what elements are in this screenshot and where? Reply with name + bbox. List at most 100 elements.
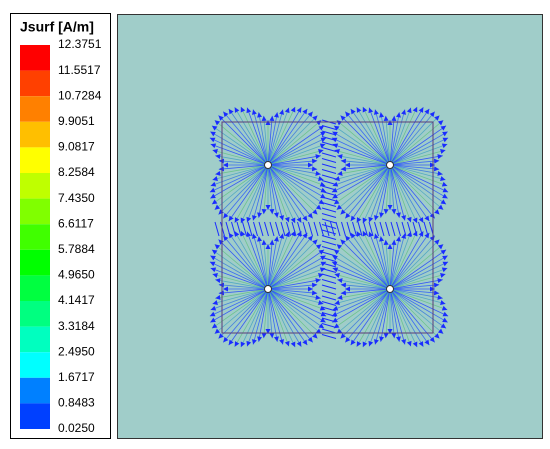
arrow-head: [424, 339, 430, 346]
arrow-head: [311, 166, 318, 172]
field-line: [267, 111, 314, 166]
arrow-head: [290, 230, 296, 237]
field-line: [389, 164, 440, 215]
field-line: [333, 164, 391, 205]
field-line: [321, 284, 337, 290]
field-line: [211, 125, 269, 166]
arrow-head: [437, 328, 444, 334]
field-line: [389, 236, 400, 290]
field-line: [389, 288, 448, 323]
legend-label: 8.2584: [58, 165, 95, 179]
arrow-head: [379, 236, 385, 242]
arrow-head: [333, 199, 340, 205]
field-line: [380, 236, 391, 290]
field-line: [267, 239, 318, 290]
field-line: [267, 288, 318, 294]
field-line: [267, 288, 321, 299]
arrow-head: [442, 187, 449, 193]
field-line: [331, 288, 391, 317]
field-line: [344, 164, 391, 219]
arrow-head: [215, 294, 221, 300]
field-line: [385, 239, 391, 290]
arrow-head: [336, 328, 343, 334]
arrow-head: [228, 215, 234, 222]
arrow-head: [336, 204, 343, 210]
field-line: [389, 255, 448, 290]
arrow-head: [334, 148, 340, 154]
arrow-head: [383, 115, 389, 122]
field-line: [389, 231, 424, 290]
arrow-head: [336, 244, 343, 250]
field-line: [321, 235, 337, 240]
field-line: [389, 149, 446, 166]
field-line: [321, 180, 337, 185]
field-line: [390, 221, 396, 237]
field-line: [321, 174, 337, 180]
arrow-head: [211, 249, 218, 255]
field-line: [321, 185, 337, 191]
field-line: [218, 160, 269, 166]
feed-point: [264, 161, 272, 169]
field-line: [218, 284, 269, 290]
field-line: [321, 317, 337, 323]
arrow-head: [318, 249, 325, 255]
field-line: [267, 288, 308, 346]
field-line: [335, 221, 341, 237]
field-line: [214, 243, 269, 290]
field-line: [337, 155, 391, 166]
field-line: [389, 235, 436, 290]
arrow-head: [387, 244, 393, 249]
field-line: [231, 221, 236, 237]
field-line: [389, 160, 440, 166]
legend-swatch: [20, 326, 50, 353]
field-line: [267, 288, 326, 311]
arrow-head: [315, 204, 322, 210]
field-line: [333, 288, 391, 329]
arrow-head: [296, 217, 302, 223]
field-line: [330, 221, 335, 237]
arrow-head: [418, 107, 424, 113]
arrow-head: [337, 294, 343, 300]
field-line: [389, 164, 406, 221]
field-line: [368, 107, 391, 166]
field-line: [407, 221, 412, 237]
field-line: [218, 239, 269, 290]
arrow-head: [340, 239, 346, 245]
field-line: [389, 155, 443, 166]
arrow-head: [212, 148, 218, 154]
field-line: [389, 108, 430, 166]
arrow-head: [307, 336, 313, 343]
field-line: [412, 221, 418, 237]
field-line: [258, 221, 264, 237]
arrow-head: [223, 111, 229, 118]
field-line: [340, 160, 391, 166]
legend-label: 12.3751: [58, 37, 102, 51]
field-line: [267, 273, 324, 290]
arrow-head: [412, 106, 418, 113]
arrow-head: [251, 215, 257, 221]
field-line: [240, 230, 269, 290]
arrow-head: [318, 125, 325, 131]
arrow-head: [340, 115, 346, 121]
arrow-head: [331, 261, 338, 267]
field-line: [211, 249, 269, 290]
field-line: [389, 164, 449, 193]
arrow-head: [315, 278, 321, 284]
field-line: [321, 169, 337, 174]
field-line: [374, 109, 391, 166]
field-line: [267, 231, 290, 290]
field-line: [389, 164, 440, 170]
field-line: [267, 164, 290, 223]
field-line: [368, 221, 374, 237]
arrow-head: [211, 125, 218, 131]
field-line: [389, 137, 449, 166]
arrow-head: [434, 239, 440, 245]
legend-swatch: [20, 352, 50, 378]
arrow-head: [290, 106, 296, 113]
field-line: [333, 249, 391, 290]
arrow-head: [210, 181, 217, 187]
arrow-head: [440, 199, 447, 205]
arrow-head: [345, 212, 351, 219]
field-line: [389, 273, 446, 290]
field-line: [267, 164, 284, 221]
